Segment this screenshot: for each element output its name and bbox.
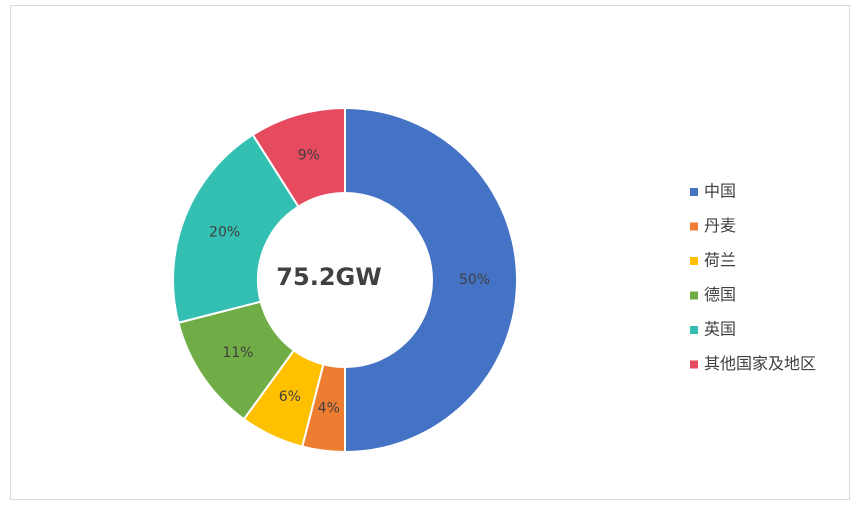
center-label: 75.2GW bbox=[276, 263, 381, 291]
legend-marker bbox=[690, 188, 698, 196]
legend-marker bbox=[690, 326, 698, 334]
legend-marker bbox=[690, 222, 698, 231]
legend-label: 中国 bbox=[704, 182, 736, 201]
legend-marker bbox=[690, 360, 698, 369]
legend-label: 德国 bbox=[704, 285, 736, 304]
data-label: 4% bbox=[318, 400, 340, 416]
slice bbox=[172, 133, 300, 324]
legend-marker bbox=[690, 291, 698, 300]
data-label: 9% bbox=[298, 148, 320, 164]
data-label: 11% bbox=[222, 345, 253, 361]
slice bbox=[344, 106, 518, 454]
legend-marker bbox=[690, 257, 698, 265]
legend-label: 英国 bbox=[704, 320, 736, 339]
legend-label: 其他国家及地区 bbox=[704, 354, 816, 373]
data-label: 20% bbox=[209, 224, 240, 240]
data-label: 50% bbox=[459, 272, 490, 288]
data-label: 6% bbox=[279, 389, 301, 405]
slice bbox=[251, 106, 346, 208]
legend-label: 丹麦 bbox=[704, 216, 736, 235]
legend-label: 荷兰 bbox=[704, 251, 736, 270]
